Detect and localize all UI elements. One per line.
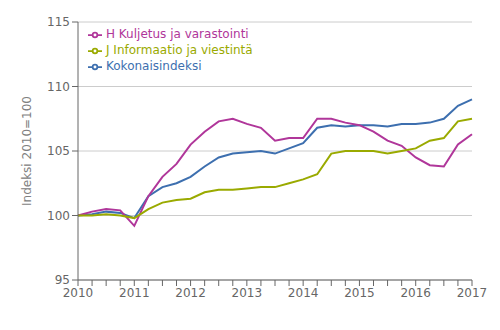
svg-text:105: 105 bbox=[47, 144, 70, 158]
svg-text:95: 95 bbox=[55, 273, 70, 287]
svg-text:2012: 2012 bbox=[175, 286, 206, 300]
svg-text:110: 110 bbox=[47, 80, 70, 94]
svg-text:Indeksi 2010=100: Indeksi 2010=100 bbox=[20, 96, 34, 206]
svg-text:100: 100 bbox=[47, 209, 70, 223]
svg-text:2011: 2011 bbox=[119, 286, 150, 300]
svg-text:115: 115 bbox=[47, 15, 70, 29]
html-text:Kokonaisindeksi: Kokonaisindeksi bbox=[106, 59, 202, 73]
svg-text:2014: 2014 bbox=[288, 286, 319, 300]
svg-text:2010: 2010 bbox=[63, 286, 94, 300]
html-text:H Kuljetus ja varastointi: H Kuljetus ja varastointi bbox=[106, 27, 249, 41]
html-text:J Informaatio ja viestintä: J Informaatio ja viestintä bbox=[106, 43, 253, 57]
svg-text:2017: 2017 bbox=[457, 286, 488, 300]
svg-text:2015: 2015 bbox=[344, 286, 375, 300]
svg-text:2013: 2013 bbox=[232, 286, 263, 300]
svg-text:2016: 2016 bbox=[400, 286, 431, 300]
